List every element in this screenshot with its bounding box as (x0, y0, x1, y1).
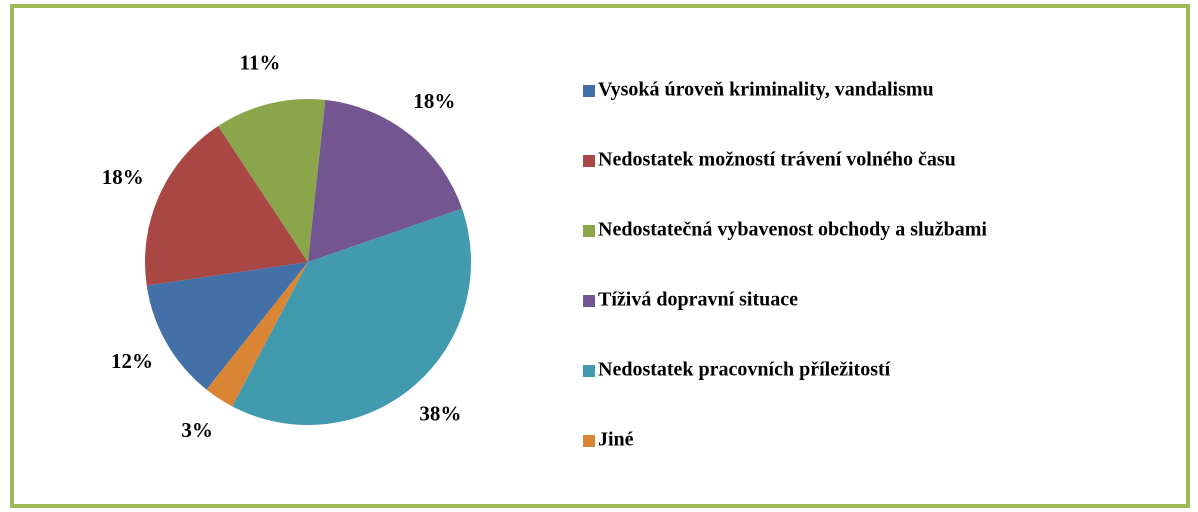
data-label: 11% (239, 51, 280, 75)
data-label: 38% (419, 402, 461, 426)
pie-slice (308, 99, 463, 262)
pie-slice (146, 262, 308, 390)
data-label: 3% (181, 418, 213, 442)
legend-swatch (583, 295, 595, 307)
data-label: 18% (413, 89, 455, 113)
pie-slice (144, 126, 308, 286)
legend-swatch (583, 435, 595, 447)
pie-slice (206, 262, 308, 407)
legend-swatch (583, 155, 595, 167)
legend-label: Nedostatek pracovních příležitostí (598, 359, 891, 381)
legend-swatch (583, 85, 595, 97)
legend-label: Jiné (598, 429, 634, 451)
pie-slice (218, 98, 326, 262)
legend-label: Nedostatečná vybavenost obchody a služba… (598, 219, 987, 241)
data-label: 18% (102, 165, 144, 189)
legend-label: Nedostatek možností trávení volného času (598, 149, 956, 171)
legend-swatch (583, 225, 595, 237)
data-label: 12% (111, 349, 153, 373)
legend-label: Tíživá dopravní situace (598, 289, 798, 311)
legend-label: Vysoká úroveň kriminality, vandalismu (598, 79, 934, 101)
pie-slice (232, 208, 471, 425)
legend-swatch (583, 365, 595, 377)
